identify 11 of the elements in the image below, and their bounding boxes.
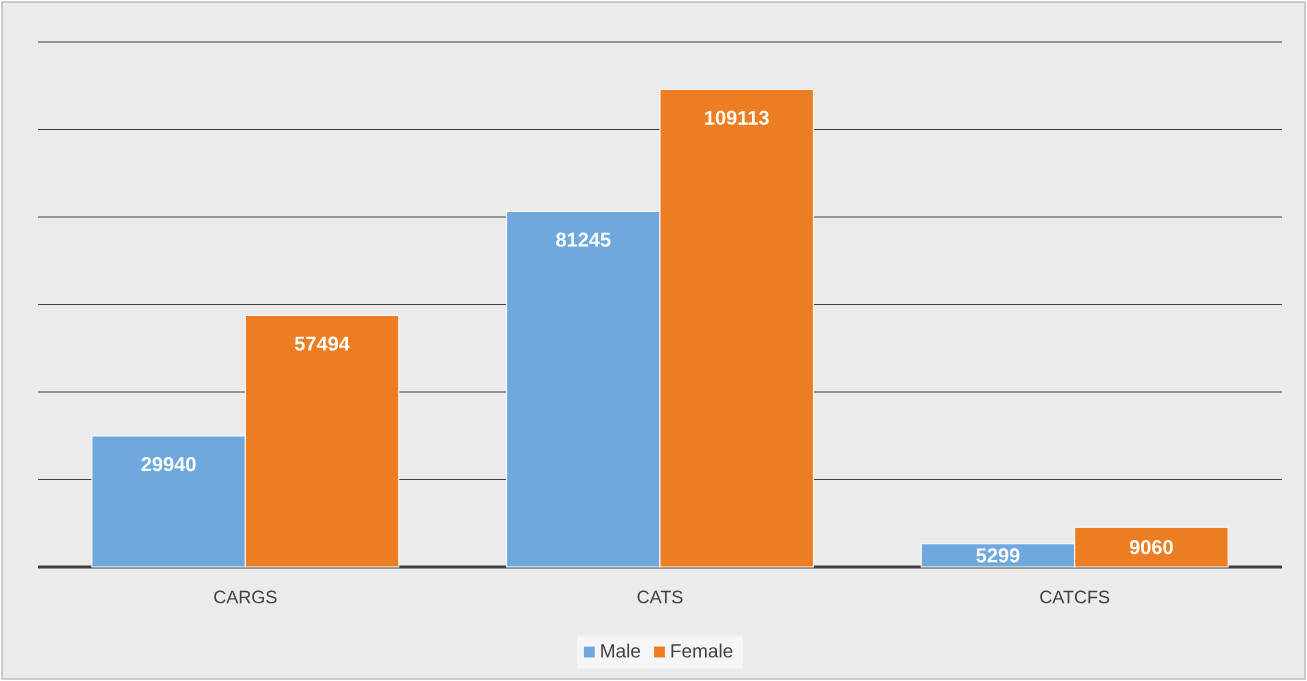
data-label: 81245 bbox=[556, 232, 611, 247]
legend-label: Female bbox=[671, 643, 733, 658]
x-tick-label: CARGS bbox=[214, 590, 277, 604]
x-tick-label: CATS bbox=[637, 590, 683, 604]
data-label: 57494 bbox=[294, 336, 350, 351]
legend-label: Male bbox=[601, 643, 641, 658]
x-tick-label: CATCFS bbox=[1040, 590, 1110, 604]
data-label: 29940 bbox=[141, 457, 196, 472]
data-label: 5299 bbox=[976, 548, 1020, 563]
data-label: 9060 bbox=[1129, 540, 1173, 555]
data-label: 109113 bbox=[705, 110, 769, 125]
